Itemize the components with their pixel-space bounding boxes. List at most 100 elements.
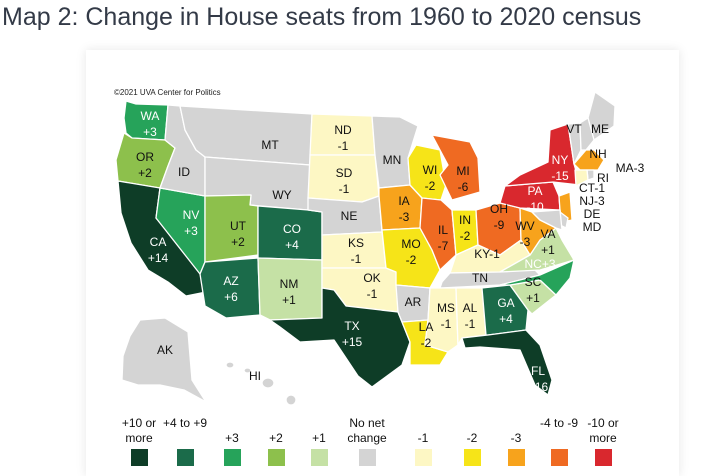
legend-swatch-6 [415,449,432,466]
state-label-co: CO [283,222,301,236]
outer-label-3: MA-3 [616,161,645,175]
state-label-il: IL [438,223,448,237]
state-label-oh: OH [490,202,508,216]
legend-label-7: -2 [466,431,478,445]
state-change-ga: +4 [499,312,513,326]
state-change-wv: -3 [520,235,531,249]
legend-swatch-1 [177,449,194,466]
state-change-ny: -15 [551,169,569,183]
state-tx [269,287,411,388]
legend-swatch-7 [464,449,481,466]
state-change-nv: +3 [184,224,198,238]
legend-label-10: -10 or more [587,416,619,445]
outer-label-6: NJ-3 [579,194,605,208]
legend-swatch-2 [224,449,241,466]
state-hi [285,394,297,406]
state-change-az: +6 [224,290,238,304]
page-title: Map 2: Change in House seats from 1960 t… [2,3,642,31]
state-label-ia: IA [398,194,409,208]
state-label-ut: UT [230,219,247,233]
state-change-ks: -1 [351,252,362,266]
state-change-nm: +1 [282,293,296,307]
state-label-ny: NY [552,153,569,167]
state-change-al: -1 [465,317,476,331]
outer-label-1: ME [591,122,609,136]
legend-label-1: +4 to +9 [162,416,208,430]
legend-label-6: -1 [417,431,429,445]
state-nc [499,259,575,296]
map-credit: ©2021 UVA Center for Politics [114,88,221,97]
legend-label-2: +3 [225,431,239,445]
state-change-co: +4 [285,238,299,252]
state-label-wv: WV [515,219,534,233]
state-change-fl: +16 [528,380,549,394]
state-label-pa: PA [527,184,542,198]
legend-label-9: -4 to -9 [539,416,578,430]
outer-label-9: KY-1 [474,247,500,261]
state-label-ks: KS [348,236,364,250]
state-label-la: LA [419,320,434,334]
state-fl [461,329,553,396]
state-change-oh: -9 [494,218,505,232]
state-label-sc: SC [525,275,542,289]
legend-label-5: No net change [347,416,387,445]
state-label-nd: ND [334,123,352,137]
state-hi [261,377,275,389]
state-label-az: AZ [223,274,238,288]
outer-label-2: NH [589,147,606,161]
state-label-or: OR [136,150,154,164]
state-label-ca: CA [150,235,167,249]
state-change-va: +1 [541,243,555,257]
legend-swatch-10 [595,449,612,466]
state-label-mo: MO [401,237,420,251]
state-ak [121,317,207,403]
state-change-la: -2 [421,336,432,350]
state-change-mo: -2 [406,253,417,267]
state-label-nv: NV [183,208,200,222]
state-label-in: IN [459,213,471,227]
state-label-wa: WA [141,109,160,123]
legend-swatch-3 [268,449,285,466]
state-label-sd: SD [336,166,353,180]
legend-swatch-0 [131,449,148,466]
state-label-id: ID [178,165,190,179]
state-label-fl: FL [531,364,545,378]
state-change-or: +2 [138,166,152,180]
state-change-in: -2 [460,229,471,243]
outer-label-10: NC+3 [524,257,555,271]
state-change-sd: -1 [339,182,350,196]
state-change-tx: +15 [342,335,363,349]
state-label-tx: TX [344,319,359,333]
state-change-il: -7 [438,239,449,253]
state-change-nd: -1 [338,139,349,153]
state-label-ms: MS [437,301,455,315]
outer-label-8: MD [583,220,602,234]
legend-label-4: +1 [312,431,326,445]
state-label-tn: TN [472,271,488,285]
state-md [531,209,563,231]
legend-swatch-4 [311,449,328,466]
state-label-wi: WI [423,163,438,177]
state-change-ca: +14 [148,251,169,265]
state-label-ok: OK [363,271,380,285]
outer-label-4: RI [597,171,609,185]
state-hi [225,361,235,369]
state-change-ia: -3 [399,210,410,224]
state-change-ok: -1 [367,287,378,301]
state-label-mi: MI [456,164,469,178]
state-il [419,197,457,271]
state-change-ut: +2 [231,235,245,249]
state-label-mn: MN [383,153,402,167]
legend-label-0: +10 or more [121,416,157,445]
state-label-ar: AR [405,295,422,309]
state-change-pa: -10 [526,200,544,214]
state-change-sc: +1 [526,291,540,305]
state-change-wa: +3 [143,125,157,139]
state-label-mt: MT [261,138,279,152]
state-hi [243,367,252,374]
legend-swatch-8 [508,449,525,466]
state-change-wi: -2 [425,179,436,193]
state-label-ga: GA [497,296,514,310]
outer-label-0: VT [566,122,582,136]
